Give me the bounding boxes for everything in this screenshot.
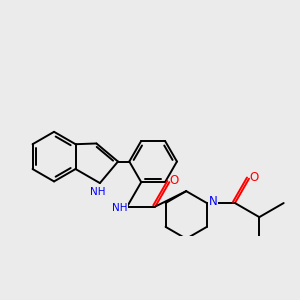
Text: NH: NH (112, 203, 128, 213)
Text: NH: NH (89, 187, 105, 197)
Text: N: N (208, 195, 217, 208)
Text: O: O (249, 170, 259, 184)
Text: O: O (170, 174, 179, 187)
